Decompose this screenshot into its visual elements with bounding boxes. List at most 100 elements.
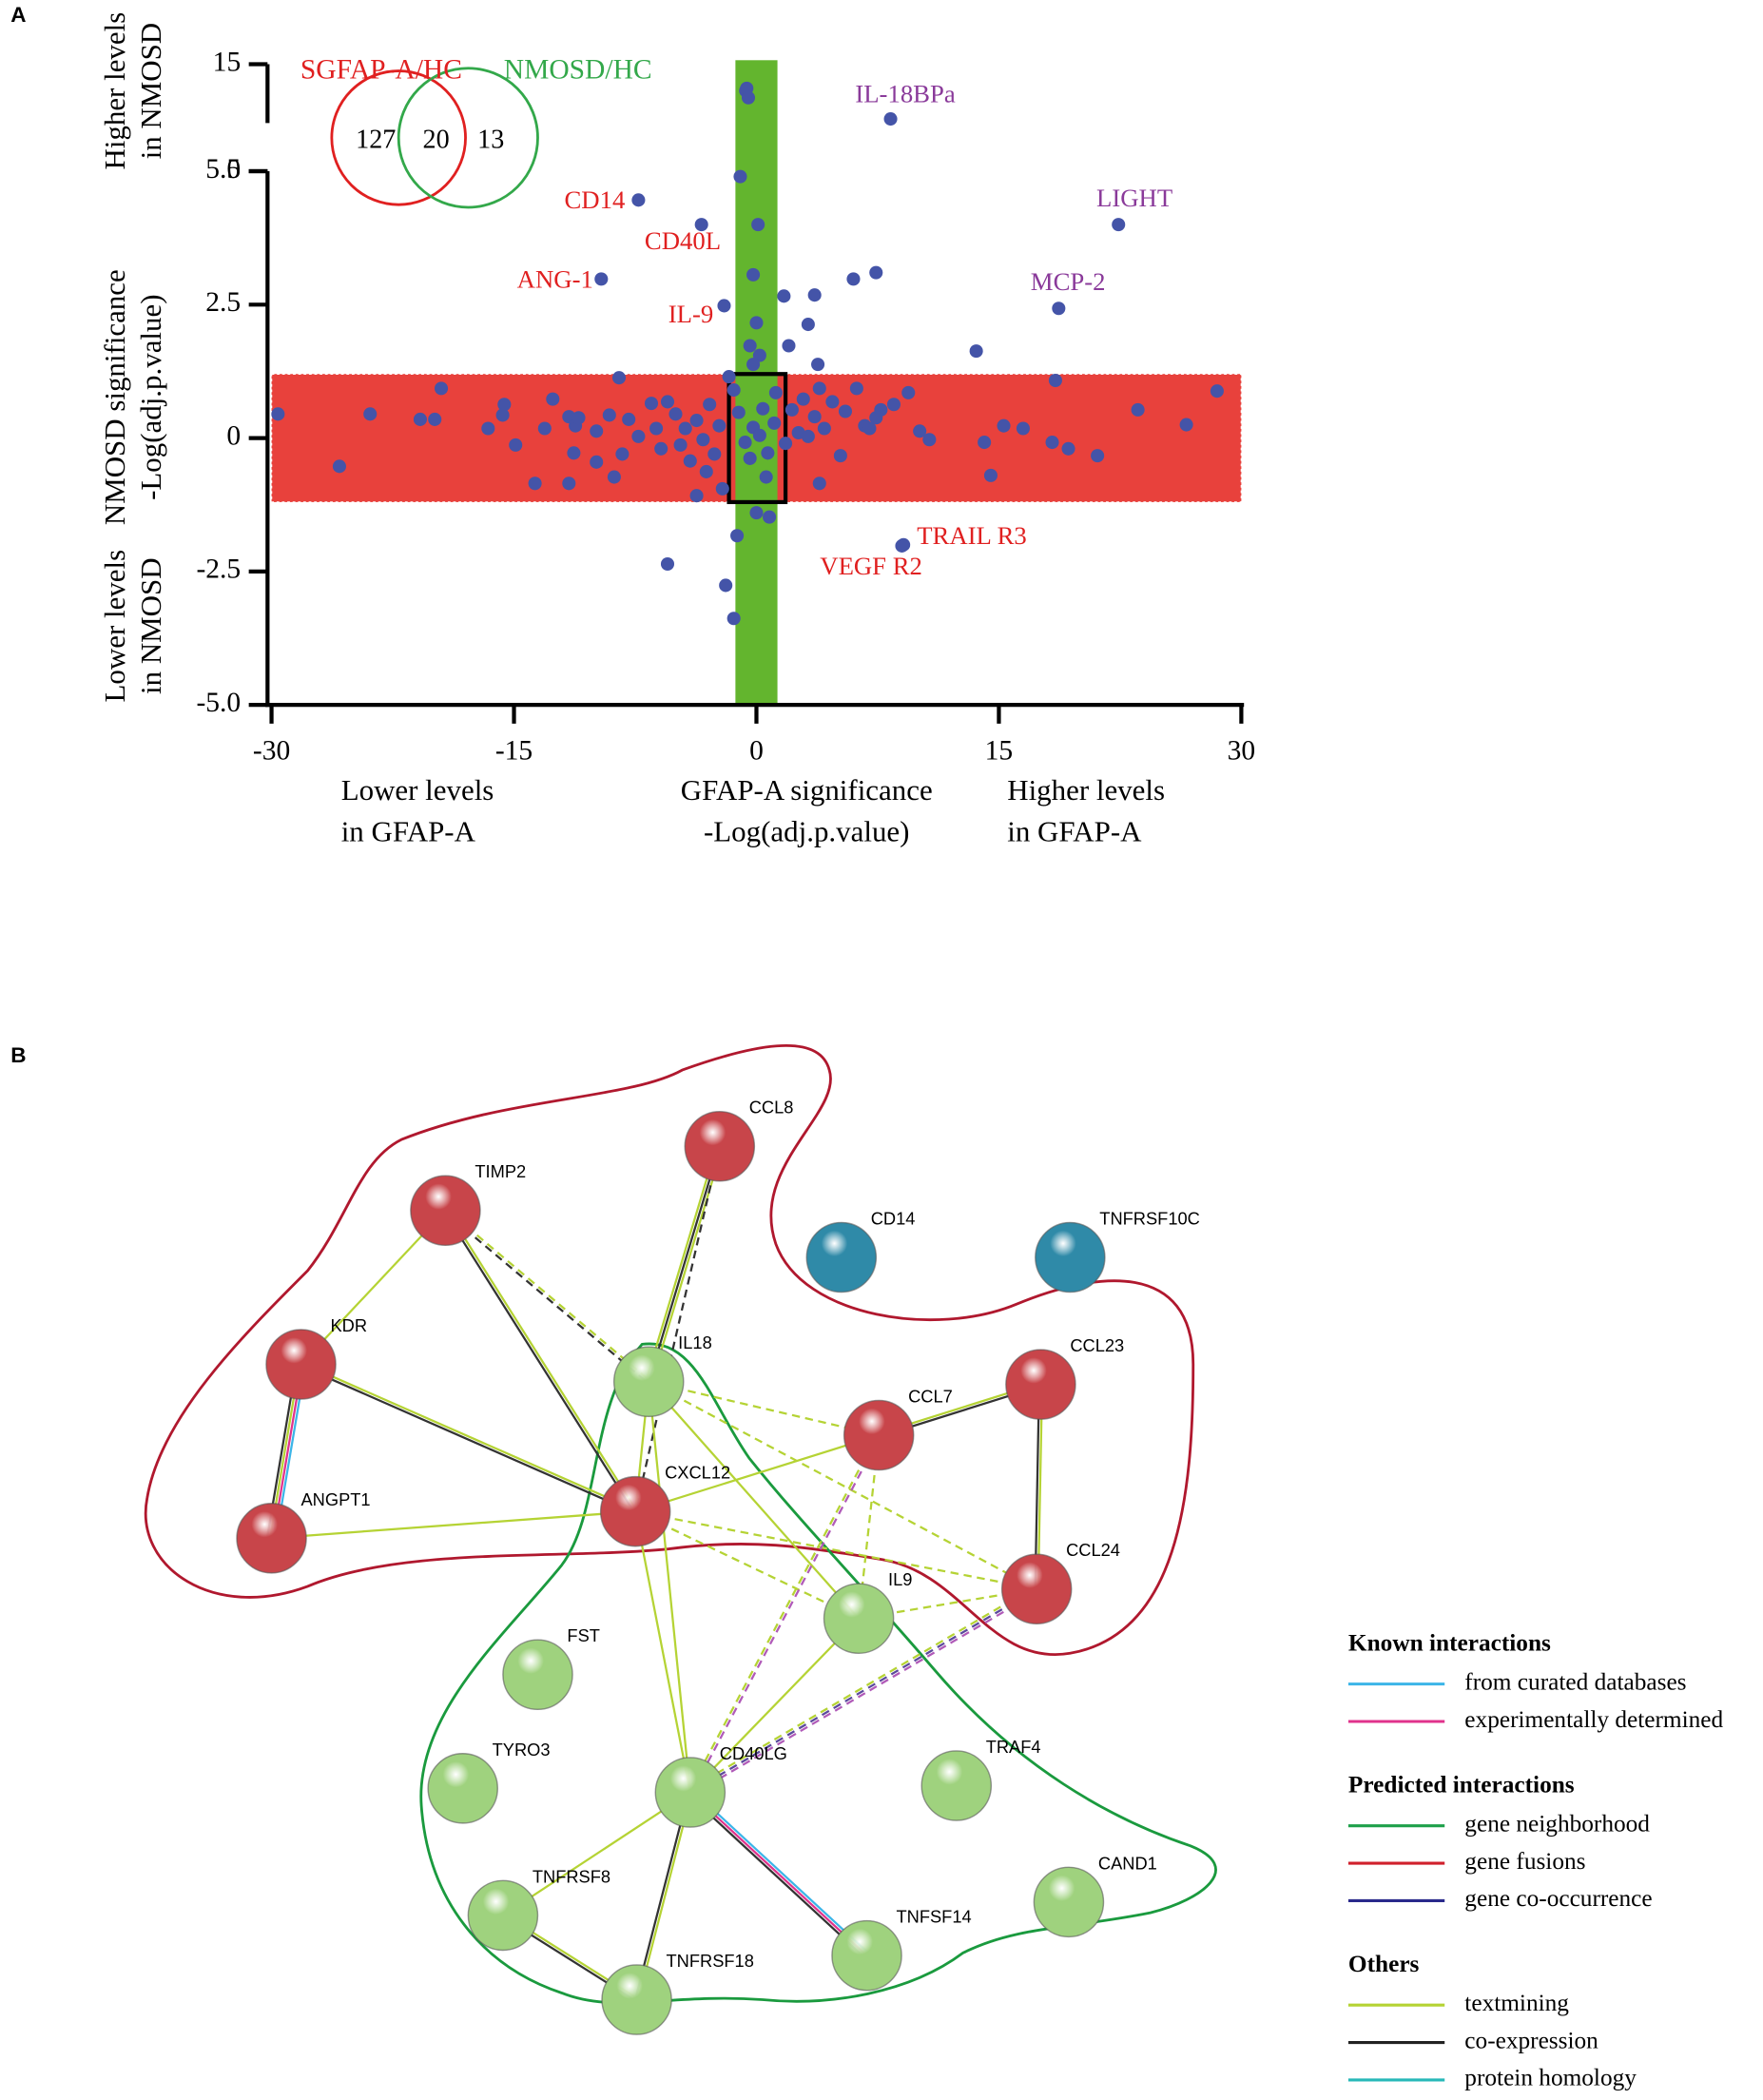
interaction-edge — [271, 1510, 636, 1540]
data-point — [668, 407, 683, 421]
data-point — [567, 446, 581, 460]
point-label: IL-18BPa — [855, 79, 956, 107]
data-point — [785, 402, 799, 417]
data-point — [428, 412, 442, 426]
data-point — [332, 459, 346, 474]
data-point — [689, 414, 704, 428]
data-point — [654, 441, 668, 456]
data-point — [1131, 402, 1145, 417]
data-point — [1052, 301, 1066, 316]
protein-node — [920, 1750, 993, 1821]
protein-node — [684, 1110, 756, 1182]
legend-heading: Others — [1348, 1951, 1420, 1977]
data-point — [590, 424, 604, 438]
data-point — [699, 464, 713, 478]
cluster-outline — [144, 1044, 1195, 1657]
protein-node — [599, 1475, 671, 1547]
protein-label: CCL24 — [1066, 1540, 1120, 1560]
protein-node — [1000, 1553, 1073, 1625]
protein-label: ANGPT1 — [301, 1489, 371, 1509]
legend-label: gene co-occurrence — [1464, 1885, 1652, 1912]
data-point — [812, 476, 826, 491]
interaction-edge — [300, 1364, 636, 1514]
point-label: TRAIL R3 — [917, 521, 1027, 550]
y-axis-title: -Log(adj.p.value) — [134, 294, 167, 499]
venn-count: 127 — [356, 126, 396, 155]
venn-set — [397, 67, 539, 209]
x-axis-title: Higher levels — [1007, 773, 1165, 807]
x-tick-label: -30 — [253, 736, 290, 767]
data-point — [801, 318, 815, 332]
interaction-edge — [502, 1791, 691, 1916]
data-point — [594, 272, 609, 286]
data-point — [622, 412, 636, 426]
x-axis-title: Lower levels — [341, 773, 494, 807]
protein-node — [805, 1221, 878, 1293]
data-point — [707, 447, 722, 461]
interaction-edge — [443, 1210, 635, 1513]
data-point — [602, 408, 616, 422]
data-point — [749, 316, 764, 330]
protein-label: KDR — [330, 1315, 367, 1335]
protein-node — [831, 1919, 902, 1992]
data-point — [746, 358, 761, 372]
data-point — [673, 438, 688, 452]
data-point — [796, 392, 810, 406]
y-tick-label: 5 — [226, 154, 241, 185]
data-point — [782, 339, 796, 353]
protein-node — [1035, 1221, 1106, 1293]
data-point — [413, 412, 427, 426]
protein-label: CCL23 — [1070, 1335, 1124, 1355]
protein-node — [1005, 1349, 1076, 1420]
interaction-edge — [443, 1211, 649, 1384]
data-point — [731, 405, 746, 419]
legend-label: gene neighborhood — [1464, 1811, 1650, 1838]
data-point — [730, 529, 745, 543]
protein-label: CD40LG — [720, 1743, 787, 1763]
y-tick-label: 0 — [226, 420, 241, 451]
protein-node — [410, 1175, 481, 1247]
venn-set-label: NMOSD/HC — [504, 55, 652, 86]
data-point — [746, 267, 761, 282]
protein-label: FST — [567, 1625, 600, 1645]
data-point — [694, 218, 708, 232]
x-axis-title: -Log(adj.p.value) — [704, 815, 910, 848]
data-point — [660, 395, 675, 409]
legend-label: co-expression — [1464, 2027, 1598, 2053]
y-tick-label: 2.5 — [205, 287, 241, 318]
data-point — [649, 421, 664, 436]
data-point — [590, 455, 604, 469]
protein-node — [467, 1879, 539, 1952]
interaction-edge — [689, 1791, 868, 1956]
y-tick-label: -5.0 — [196, 688, 241, 718]
data-point — [683, 454, 697, 468]
protein-node — [502, 1639, 573, 1711]
data-point — [1061, 441, 1075, 456]
protein-label: IL18 — [678, 1332, 712, 1352]
y-tick-label: -2.5 — [196, 554, 241, 585]
interaction-edge — [636, 1792, 693, 2001]
interaction-edge — [648, 1381, 691, 1793]
data-point — [759, 470, 773, 484]
protein-label: TYRO3 — [493, 1740, 551, 1760]
protein-label: CXCL12 — [665, 1463, 730, 1483]
data-point — [978, 436, 992, 450]
protein-label: IL9 — [888, 1569, 912, 1589]
protein-node — [1033, 1866, 1105, 1938]
point-label: ANG-1 — [517, 264, 593, 293]
y-tick-label: 5.0 — [205, 154, 241, 185]
data-point — [717, 299, 731, 313]
interaction-edge — [634, 1146, 721, 1512]
interaction-edge — [689, 1587, 1037, 1794]
data-point — [801, 429, 815, 443]
protein-node — [601, 1964, 672, 2035]
data-point — [660, 556, 675, 572]
protein-label: TNFRSF18 — [667, 1951, 754, 1971]
interaction-edge — [648, 1145, 721, 1383]
interaction-edge — [690, 1435, 882, 1794]
interaction-edge — [634, 1510, 691, 1793]
data-point — [644, 397, 659, 411]
x-tick-label: 15 — [985, 736, 1014, 767]
venn-set — [330, 69, 467, 206]
